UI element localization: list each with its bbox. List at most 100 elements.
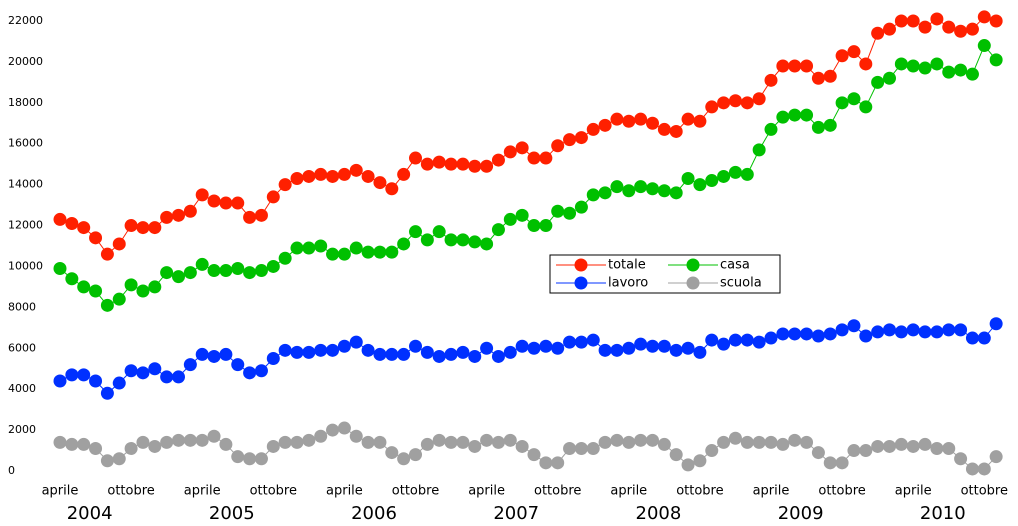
point — [172, 208, 185, 222]
point — [728, 94, 742, 108]
point — [503, 212, 517, 226]
point — [53, 262, 67, 275]
point — [539, 339, 553, 353]
y-tick-label: 18000 — [8, 96, 43, 109]
point — [385, 245, 399, 259]
point — [847, 444, 861, 458]
point — [432, 225, 446, 239]
point — [740, 96, 754, 110]
point — [883, 439, 896, 453]
x-tick-label: aprile — [326, 484, 363, 499]
point — [290, 345, 304, 359]
point — [563, 206, 577, 220]
point — [610, 112, 624, 126]
point — [894, 325, 908, 339]
point — [503, 433, 517, 447]
point — [646, 433, 659, 447]
point — [954, 24, 968, 38]
point — [788, 59, 802, 73]
point — [373, 347, 387, 361]
point — [894, 57, 908, 71]
point — [859, 100, 873, 114]
point — [942, 20, 956, 34]
point — [989, 53, 1003, 67]
point — [574, 335, 588, 349]
point — [314, 343, 328, 357]
point — [444, 157, 458, 171]
point — [610, 343, 624, 357]
x-group-label: 2007 — [493, 503, 539, 524]
point — [219, 347, 233, 361]
point — [290, 172, 304, 185]
point — [112, 237, 126, 251]
point — [160, 435, 174, 449]
point — [598, 435, 612, 449]
point — [954, 452, 968, 466]
point — [231, 196, 245, 210]
point — [563, 442, 577, 455]
x-group-label: 2008 — [636, 503, 682, 524]
point — [112, 376, 126, 390]
point — [883, 323, 896, 337]
point — [503, 145, 517, 159]
point — [124, 219, 138, 233]
point — [800, 327, 814, 341]
point — [800, 108, 814, 122]
point — [717, 169, 731, 183]
point — [136, 221, 150, 235]
point — [598, 118, 612, 132]
point — [337, 247, 351, 261]
point — [77, 280, 91, 294]
point — [266, 439, 280, 453]
point — [53, 374, 67, 388]
x-tick-label: ottobre — [676, 484, 723, 499]
x-tick-label: ottobre — [534, 484, 581, 499]
point — [646, 339, 659, 353]
point — [503, 345, 517, 359]
x-tick-label: aprile — [610, 484, 647, 499]
point — [811, 329, 825, 343]
point — [100, 247, 114, 261]
point — [551, 139, 565, 153]
point — [243, 452, 257, 466]
point — [598, 186, 612, 200]
point — [776, 327, 790, 341]
point — [136, 284, 150, 298]
point — [622, 435, 636, 449]
point — [705, 100, 719, 114]
point — [871, 325, 885, 339]
point — [563, 133, 577, 147]
point — [871, 439, 885, 453]
point — [326, 423, 340, 437]
point — [468, 439, 482, 453]
point — [788, 108, 802, 122]
point — [195, 433, 209, 447]
point — [835, 456, 849, 470]
point — [420, 345, 434, 359]
point — [420, 437, 434, 451]
point — [965, 462, 979, 476]
point — [527, 448, 541, 462]
point — [160, 210, 174, 224]
point — [124, 278, 138, 292]
point — [326, 169, 340, 183]
point — [871, 75, 885, 89]
point — [930, 57, 944, 71]
point — [977, 462, 991, 476]
x-group-label: 2010 — [920, 503, 966, 524]
point — [302, 345, 316, 359]
point — [989, 450, 1003, 464]
point — [65, 272, 79, 286]
point — [480, 237, 494, 251]
legend-marker — [574, 276, 588, 290]
point — [894, 437, 908, 451]
point — [906, 323, 920, 337]
point — [728, 333, 742, 347]
point — [788, 327, 802, 341]
x-tick-label: aprile — [184, 484, 221, 499]
point — [906, 59, 920, 73]
point — [776, 59, 790, 73]
point — [100, 298, 114, 312]
point — [160, 266, 174, 280]
point — [444, 233, 458, 247]
